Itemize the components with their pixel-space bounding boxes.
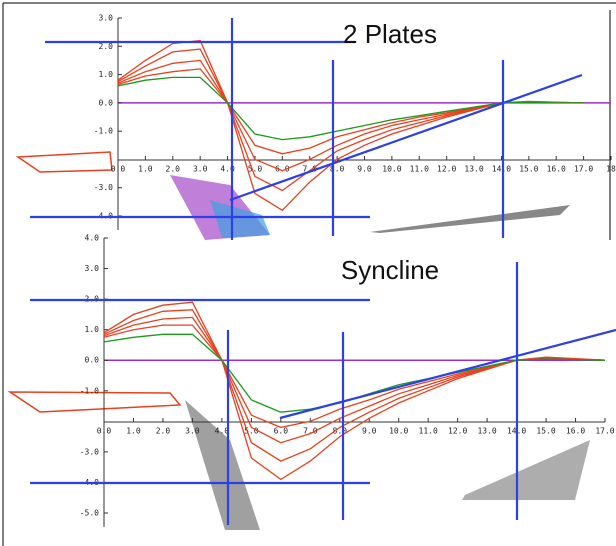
x-tick-label: 16.0 bbox=[547, 165, 566, 174]
guides bbox=[30, 18, 616, 525]
x-tick-label: 8.0 bbox=[333, 427, 348, 436]
x-tick-label: 3.0 bbox=[185, 427, 200, 436]
y-tick-label: -3.0 bbox=[94, 183, 113, 192]
x-tick-label: 12.0 bbox=[448, 427, 467, 436]
x-tick-label: 7.0 bbox=[302, 165, 317, 174]
chart-title: Syncline bbox=[341, 255, 439, 285]
x-tick-label: 10.0 bbox=[389, 427, 408, 436]
y-tick-label: -3.0 bbox=[80, 447, 99, 456]
x-tick-label: 0.0 bbox=[97, 427, 112, 436]
surface bbox=[370, 205, 570, 233]
guide bbox=[229, 73, 583, 202]
series-line bbox=[117, 68, 584, 155]
y-tick-label: 4.0 bbox=[85, 234, 100, 243]
x-tick-label: 5.0 bbox=[244, 427, 259, 436]
x-tick-label: 13.0 bbox=[464, 165, 483, 174]
loop bbox=[7, 391, 182, 413]
y-tick-label: 0.0 bbox=[99, 98, 114, 107]
surface bbox=[462, 440, 590, 500]
x-tick-label: 5.0 bbox=[248, 165, 263, 174]
x-tick-label: 15.0 bbox=[536, 427, 555, 436]
x-tick-label: 9.0 bbox=[362, 427, 377, 436]
x-tick-label: 7.0 bbox=[303, 427, 318, 436]
y-tick-label: 3.0 bbox=[85, 264, 100, 273]
y-tick-label: 0.0 bbox=[85, 356, 100, 365]
series-line bbox=[103, 301, 606, 481]
x-tick-label: 6.0 bbox=[274, 427, 289, 436]
chart-title: 2 Plates bbox=[343, 19, 437, 49]
series-line bbox=[103, 316, 606, 444]
y-tick-label: 2.0 bbox=[99, 42, 114, 51]
y-tick-label: -1.0 bbox=[80, 386, 99, 395]
x-tick-label: 11.0 bbox=[419, 427, 438, 436]
x-tick-label: 17.0 bbox=[595, 427, 614, 436]
x-tick-label: 2.0 bbox=[166, 165, 181, 174]
x-tick-label: 14.0 bbox=[492, 165, 511, 174]
x-tick-label: 3.0 bbox=[193, 165, 208, 174]
x-tick-label: 18 bbox=[606, 165, 616, 174]
x-tick-label: 12.0 bbox=[437, 165, 456, 174]
x-tick-label: 6.0 bbox=[275, 165, 290, 174]
x-tick-label: 4.0 bbox=[215, 427, 230, 436]
x-tick-label: 13.0 bbox=[477, 427, 496, 436]
y-tick-label: 1.0 bbox=[99, 70, 114, 79]
guide bbox=[279, 328, 616, 420]
x-tick-label: 8.0 bbox=[330, 165, 345, 174]
x-tick-label: 11.0 bbox=[410, 165, 429, 174]
x-tick-label: 10.0 bbox=[382, 165, 401, 174]
surface bbox=[210, 200, 270, 238]
x-tick-label: 17.0 bbox=[574, 165, 593, 174]
y-tick-label: -5.0 bbox=[80, 509, 99, 518]
x-tick-label: 0.0 bbox=[111, 165, 126, 174]
x-tick-label: 1.0 bbox=[126, 427, 141, 436]
x-tick-label: 4.0 bbox=[220, 165, 235, 174]
x-tick-label: 2.0 bbox=[156, 427, 171, 436]
surface bbox=[185, 400, 260, 530]
series-line bbox=[103, 309, 606, 462]
series-line bbox=[117, 76, 584, 141]
y-tick-label: 3.0 bbox=[99, 14, 114, 23]
loop bbox=[15, 151, 113, 173]
y-tick-label: -1.0 bbox=[94, 127, 113, 136]
x-tick-label: 16.0 bbox=[566, 427, 585, 436]
x-tick-label: 15.0 bbox=[519, 165, 538, 174]
y-tick-label: 1.0 bbox=[85, 325, 100, 334]
x-tick-label: 1.0 bbox=[138, 165, 153, 174]
x-tick-label: 9.0 bbox=[357, 165, 372, 174]
series-line bbox=[103, 333, 606, 413]
